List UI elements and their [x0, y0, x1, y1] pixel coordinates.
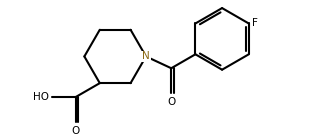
Text: O: O [72, 126, 80, 136]
Text: HO: HO [33, 92, 49, 102]
Text: F: F [252, 18, 258, 28]
Text: N: N [142, 51, 150, 61]
Text: O: O [167, 97, 175, 107]
